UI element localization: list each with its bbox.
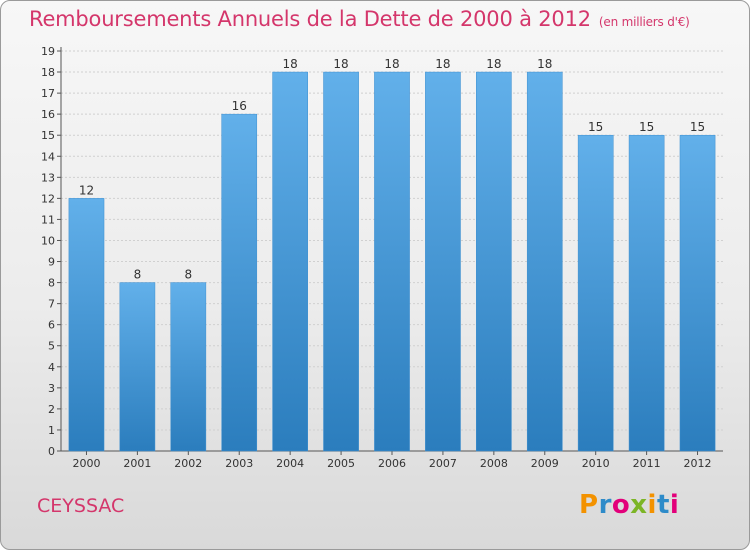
commune-name: CEYSSAC [37, 495, 125, 517]
bar-2004 [272, 71, 308, 452]
x-tick-label-2000: 2000 [72, 457, 100, 470]
logo-letter: t [656, 490, 670, 520]
logo-letter: r [598, 490, 612, 520]
x-tick-label-2001: 2001 [123, 457, 151, 470]
data-label-2007: 18 [435, 57, 450, 71]
data-label-2001: 8 [134, 268, 142, 282]
data-label-2002: 8 [184, 268, 192, 282]
x-tick-label-2006: 2006 [378, 457, 406, 470]
x-tick-label-2008: 2008 [480, 457, 508, 470]
bar-2001 [119, 282, 156, 452]
data-label-2009: 18 [537, 57, 552, 71]
logo-letter: P [579, 490, 599, 520]
y-tick-label: 19 [41, 45, 55, 58]
y-tick-label: 9 [48, 256, 55, 269]
x-tick-label-2002: 2002 [174, 457, 202, 470]
y-tick-label: 14 [41, 150, 55, 163]
bar-2006 [374, 71, 410, 452]
bars [68, 71, 716, 452]
bar-2012 [679, 134, 716, 452]
x-tick-label-2005: 2005 [327, 457, 355, 470]
bar-2005 [323, 71, 359, 452]
y-tick-label: 0 [48, 445, 55, 458]
data-label-2006: 18 [384, 57, 399, 71]
bar-2007 [425, 71, 461, 452]
data-label-2011: 15 [639, 120, 654, 134]
y-tick-label: 1 [48, 424, 55, 437]
y-tick-label: 13 [41, 171, 55, 184]
y-tick-label: 3 [48, 382, 55, 395]
x-tick-label-2007: 2007 [429, 457, 457, 470]
y-tick-label: 5 [48, 340, 55, 353]
x-tick-label-2009: 2009 [531, 457, 559, 470]
y-tick-label: 12 [41, 192, 55, 205]
x-tick-label-2003: 2003 [225, 457, 253, 470]
y-tick-label: 4 [48, 361, 55, 374]
y-tick-label: 8 [48, 277, 55, 290]
logo-letter: x [630, 490, 648, 520]
y-tick-label: 10 [41, 234, 55, 247]
data-label-2008: 18 [486, 57, 501, 71]
logo-letter: i [669, 490, 680, 520]
chart-title: Remboursements Annuels de la Dette de 20… [29, 7, 690, 31]
proxiti-logo[interactable]: Proxiti [579, 490, 679, 520]
bar-2009 [526, 71, 563, 452]
data-label-2003: 16 [232, 99, 247, 113]
y-tick-label: 11 [41, 213, 55, 226]
y-tick-label: 18 [41, 66, 55, 79]
chart-title-unit: (en milliers d'€) [598, 15, 690, 29]
y-tick-label: 17 [41, 87, 55, 100]
data-label-2005: 18 [333, 57, 348, 71]
bar-2008 [476, 71, 512, 452]
bar-2003 [221, 113, 258, 452]
data-label-2012: 15 [690, 120, 705, 134]
y-tick-label: 16 [41, 108, 55, 121]
bar-2011 [628, 134, 665, 452]
bar-2010 [577, 134, 614, 452]
x-tick-label-2010: 2010 [582, 457, 610, 470]
chart-title-text: Remboursements Annuels de la Dette de 20… [29, 7, 591, 31]
bar-2000 [68, 198, 105, 452]
bar-2002 [170, 282, 207, 452]
data-label-2000: 12 [79, 183, 94, 197]
y-tick-label: 2 [48, 403, 55, 416]
logo-letter: o [611, 490, 631, 520]
data-label-2010: 15 [588, 120, 603, 134]
data-label-2004: 18 [283, 57, 298, 71]
x-tick-label-2011: 2011 [633, 457, 661, 470]
x-tick-label-2004: 2004 [276, 457, 304, 470]
y-tick-label: 6 [48, 319, 55, 332]
y-tick-label: 15 [41, 129, 55, 142]
y-tick-label: 7 [48, 298, 55, 311]
logo-letter: i [647, 490, 657, 520]
x-tick-label-2012: 2012 [684, 457, 712, 470]
data-labels: 12 8 8 16 18 18 18 18 18 18 15 15 15 [79, 57, 705, 282]
